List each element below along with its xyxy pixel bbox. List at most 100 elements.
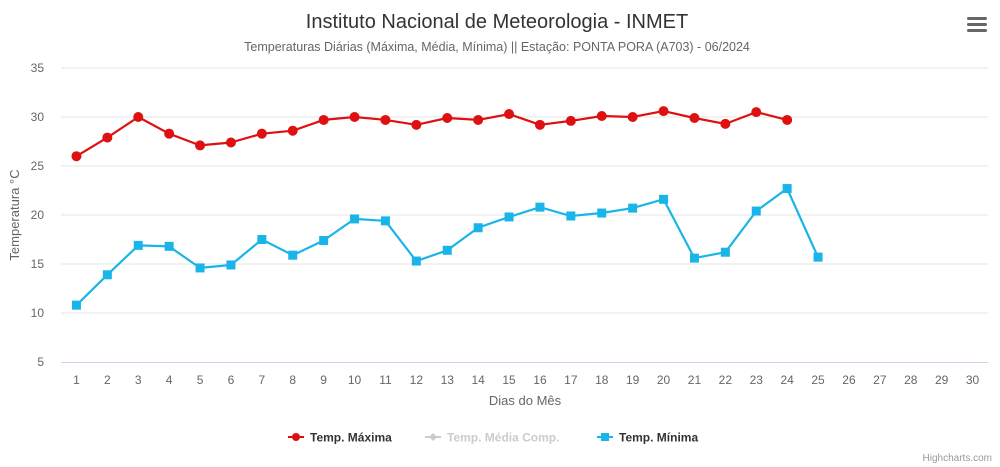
data-point[interactable]: [411, 119, 422, 130]
data-point[interactable]: [102, 270, 112, 280]
x-tick-label: 7: [259, 373, 266, 387]
x-tick-label: 5: [197, 373, 204, 387]
series-line: [75, 110, 788, 158]
legend-label: Temp. Média Comp.: [447, 431, 559, 445]
chart-subtitle: Temperaturas Diárias (Máxima, Média, Mín…: [244, 40, 750, 54]
data-point[interactable]: [597, 208, 607, 218]
x-tick-label: 12: [410, 373, 424, 387]
y-tick-label: 20: [31, 208, 45, 222]
data-point[interactable]: [349, 112, 360, 122]
data-point[interactable]: [102, 132, 113, 143]
data-point[interactable]: [164, 128, 175, 139]
y-tick-label: 10: [31, 306, 45, 320]
x-tick-label: 13: [441, 373, 455, 387]
data-point[interactable]: [71, 151, 82, 162]
legend-item-0[interactable]: Temp. Máxima: [288, 431, 392, 445]
data-point[interactable]: [288, 250, 298, 260]
data-point[interactable]: [720, 247, 730, 257]
y-tick-label: 35: [31, 61, 45, 75]
x-tick-label: 1: [73, 373, 80, 387]
legend-item-1[interactable]: Temp. Média Comp.: [425, 431, 559, 445]
data-point[interactable]: [133, 112, 144, 122]
chart-title: Instituto Nacional de Meteorologia - INM…: [306, 11, 688, 33]
data-point[interactable]: [133, 240, 143, 250]
y-tick-label: 5: [37, 355, 44, 369]
hamburger-menu-icon: [967, 17, 987, 32]
diamond-marker-icon: [429, 433, 437, 441]
data-point[interactable]: [319, 235, 329, 245]
data-point[interactable]: [504, 212, 514, 222]
data-point[interactable]: [504, 109, 515, 120]
data-point[interactable]: [226, 260, 236, 270]
data-point[interactable]: [566, 211, 576, 221]
data-point[interactable]: [380, 114, 391, 125]
x-tick-label: 16: [533, 373, 547, 387]
data-point[interactable]: [751, 206, 761, 216]
x-tick-label: 14: [471, 373, 485, 387]
x-tick-label: 15: [502, 373, 516, 387]
data-point[interactable]: [628, 203, 638, 213]
x-tick-label: 3: [135, 373, 142, 387]
x-tick-label: 28: [904, 373, 918, 387]
data-point[interactable]: [287, 125, 298, 136]
x-axis-title: Dias do Mês: [489, 393, 562, 408]
square-marker-icon: [601, 433, 609, 441]
y-axis-title: Temperatura °C: [7, 169, 22, 260]
y-axis: 5 10 15 20 25 30 35: [31, 61, 45, 369]
data-point[interactable]: [659, 194, 669, 204]
data-point[interactable]: [318, 114, 329, 125]
data-point[interactable]: [596, 111, 607, 122]
data-point[interactable]: [813, 252, 823, 262]
x-tick-label: 30: [966, 373, 980, 387]
data-point[interactable]: [473, 114, 484, 125]
x-tick-label: 24: [780, 373, 794, 387]
x-tick-label: 21: [688, 373, 702, 387]
data-point[interactable]: [257, 235, 267, 244]
x-tick-label: 19: [626, 373, 640, 387]
data-point[interactable]: [627, 112, 638, 122]
x-axis: 1 2 3 4 5 6 7 8 9 10 11 12 13 14 15 16 17 18 19 20 21 22 23 24 2…: [61, 362, 988, 387]
data-point[interactable]: [534, 119, 545, 130]
data-point[interactable]: [782, 114, 793, 125]
x-tick-label: 10: [348, 373, 362, 387]
series-0: [71, 106, 793, 162]
data-point[interactable]: [442, 245, 452, 255]
data-point[interactable]: [411, 256, 421, 266]
x-tick-label: 6: [228, 373, 235, 387]
data-point[interactable]: [751, 107, 762, 118]
data-point[interactable]: [256, 128, 267, 139]
data-point[interactable]: [689, 253, 699, 263]
x-tick-label: 26: [842, 373, 856, 387]
data-point[interactable]: [658, 106, 669, 117]
data-point[interactable]: [164, 241, 174, 251]
gridlines: [61, 67, 988, 314]
chart-menu-button[interactable]: [960, 10, 994, 40]
data-point[interactable]: [535, 202, 545, 212]
credits-link[interactable]: Highcharts.com: [923, 453, 992, 464]
x-tick-label: 18: [595, 373, 609, 387]
data-point[interactable]: [380, 216, 390, 226]
legend-item-2[interactable]: Temp. Mínima: [597, 431, 698, 445]
legend-label: Temp. Máxima: [310, 431, 392, 445]
data-point[interactable]: [720, 118, 731, 129]
data-point[interactable]: [782, 184, 792, 194]
data-point[interactable]: [689, 112, 700, 123]
x-tick-label: 17: [564, 373, 578, 387]
x-tick-label: 8: [289, 373, 296, 387]
x-tick-label: 4: [166, 373, 173, 387]
data-point[interactable]: [225, 137, 236, 148]
data-point[interactable]: [565, 115, 576, 126]
data-point[interactable]: [71, 300, 81, 310]
legend-label: Temp. Mínima: [619, 431, 698, 445]
x-tick-label: 11: [379, 373, 392, 387]
x-tick-label: 9: [320, 373, 327, 387]
data-point[interactable]: [195, 140, 206, 151]
data-point[interactable]: [350, 214, 360, 224]
data-point[interactable]: [195, 263, 205, 273]
x-tick-label: 2: [104, 373, 111, 387]
x-tick-label: 29: [935, 373, 949, 387]
x-tick-label: 25: [811, 373, 825, 387]
y-tick-label: 25: [31, 159, 45, 173]
data-point[interactable]: [473, 223, 483, 233]
data-point[interactable]: [442, 112, 453, 123]
